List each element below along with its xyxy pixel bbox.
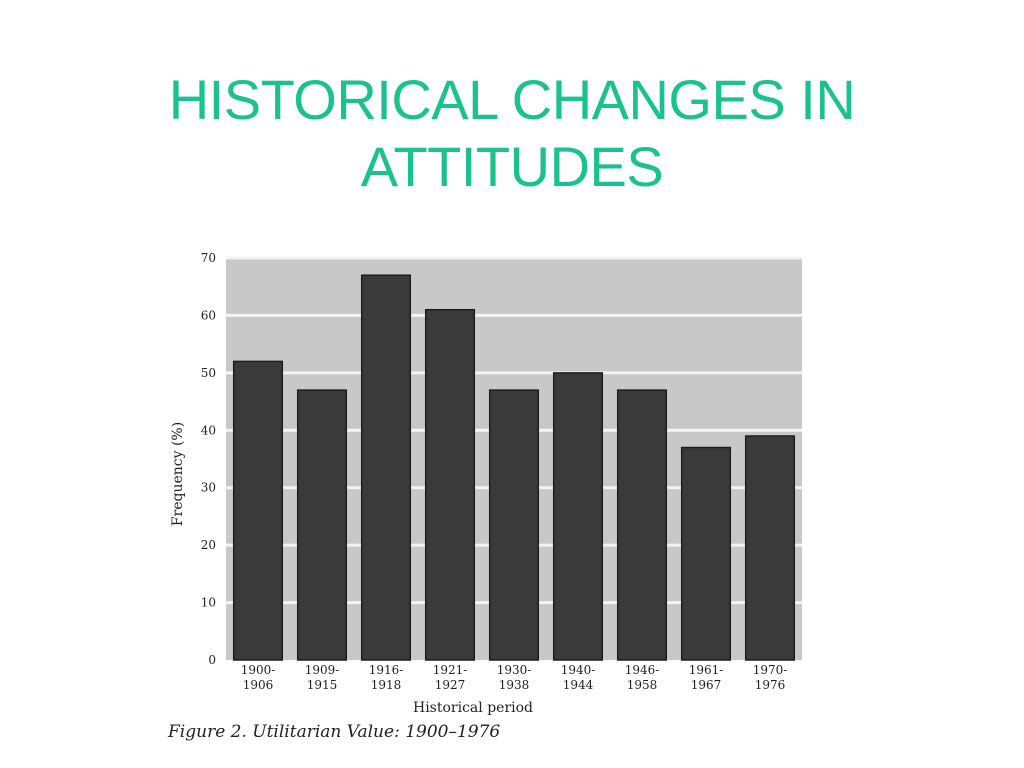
figure-caption: Figure 2. Utilitarian Value: 1900–1976 [167, 722, 500, 742]
bar [744, 435, 796, 661]
figure: 0 10 20 30 40 50 60 70 1900-1906 1909-1915 1916-1… [150, 238, 850, 758]
x-axis-label: Historical period [413, 700, 533, 716]
x-tick-label: 1916-1918 [369, 663, 404, 692]
y-tick-label: 0 [208, 653, 216, 667]
y-tick-label: 10 [201, 596, 216, 610]
bar [616, 389, 668, 661]
bar [680, 446, 732, 661]
x-tick-label: 1921-1927 [433, 663, 468, 692]
bar [232, 360, 284, 661]
bar [360, 274, 412, 661]
y-tick-label: 30 [201, 481, 216, 495]
bar-chart: 0 10 20 30 40 50 60 70 1900-1906 1909-1915 1916-1… [167, 251, 802, 742]
x-tick-label: 1900-1906 [241, 663, 276, 692]
x-tick-labels: 1900-1906 1909-1915 1916-1918 1921-1927 1930… [241, 663, 788, 692]
bars [232, 274, 796, 661]
bar [296, 389, 348, 661]
y-tick-label: 50 [201, 366, 216, 380]
slide-title-line-1: HISTORICAL CHANGES IN [168, 68, 856, 131]
x-tick-label: 1961-1967 [689, 663, 724, 692]
x-tick-label: 1946-1958 [625, 663, 660, 692]
bar [488, 389, 540, 661]
slide-title: HISTORICAL CHANGES IN ATTITUDES [0, 66, 1024, 200]
y-tick-labels: 0 10 20 30 40 50 60 70 [201, 251, 216, 667]
slide-title-line-2: ATTITUDES [360, 135, 664, 198]
x-tick-label: 1909-1915 [305, 663, 340, 692]
y-axis-label: Frequency (%) [170, 422, 186, 526]
y-tick-label: 20 [201, 538, 216, 552]
x-tick-label: 1930-1938 [497, 663, 532, 692]
y-tick-label: 40 [201, 423, 216, 437]
bar [424, 308, 476, 661]
bar [552, 372, 604, 661]
y-tick-label: 70 [201, 251, 216, 265]
y-tick-label: 60 [201, 308, 216, 322]
x-tick-label: 1940-1944 [561, 663, 596, 692]
x-tick-label: 1970-1976 [753, 663, 788, 692]
